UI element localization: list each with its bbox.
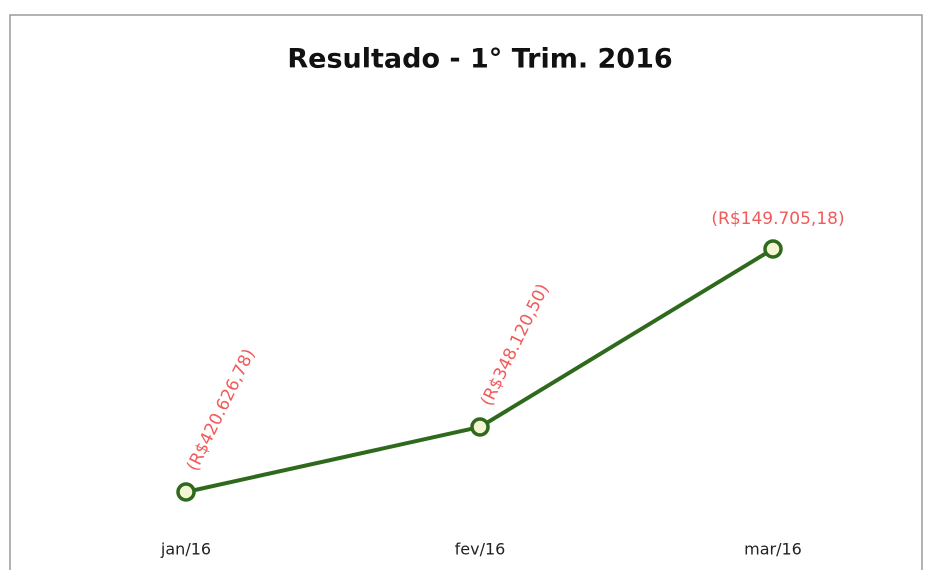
data-point	[176, 482, 196, 502]
data-point	[763, 239, 783, 259]
x-tick-label: mar/16	[744, 540, 802, 559]
data-point	[470, 417, 490, 437]
data-label: (R$149.705,18)	[711, 209, 844, 229]
x-tick-label: fev/16	[455, 540, 506, 559]
chart-title: Resultado - 1° Trim. 2016	[287, 44, 672, 75]
x-tick-label: jan/16	[160, 540, 211, 559]
chart-frame	[9, 14, 923, 570]
